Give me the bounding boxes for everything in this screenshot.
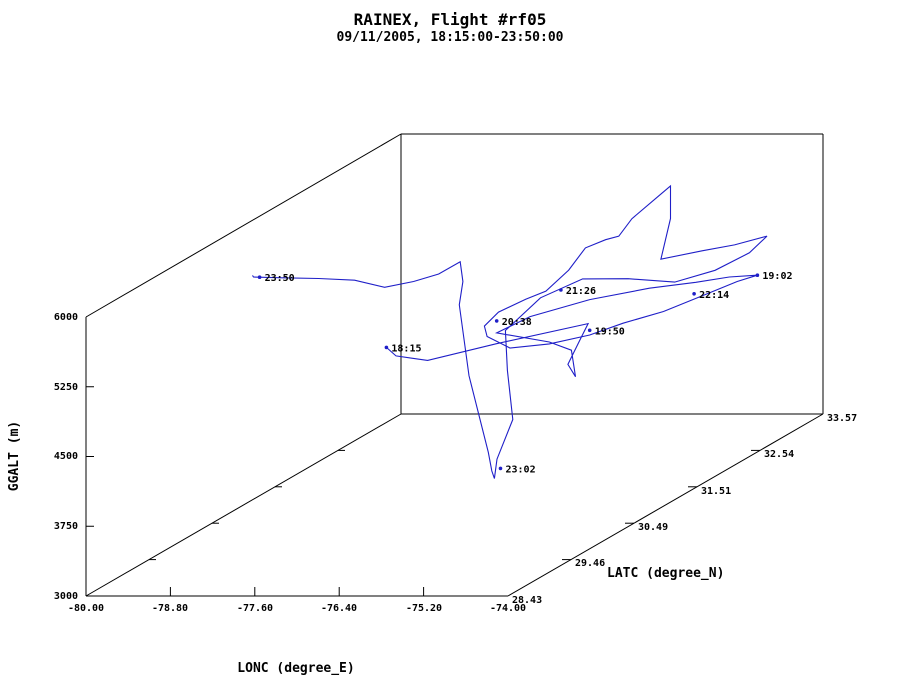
x-tick-label: -77.60	[237, 603, 273, 614]
floor-back-edge	[85, 413, 402, 597]
chart-title: RAINEX, Flight #rf05	[354, 10, 547, 29]
time-markers: 18:15 19:02 19:50 20:38 21:26 22:14 23:02 23:50	[257, 271, 793, 475]
time-marker-point	[692, 292, 696, 296]
z-tick-label: 28.43	[512, 595, 542, 606]
chart-subtitle: 09/11/2005, 18:15:00-23:50:00	[337, 30, 564, 45]
z-axis-ticks: 28.43 29.46 30.49 31.51 32.54 33.57	[512, 413, 857, 606]
time-marker-label: 19:02	[762, 271, 792, 282]
x-tick-label: -75.20	[406, 603, 442, 614]
axes-box	[85, 133, 824, 597]
z-tick-label: 29.46	[575, 558, 605, 569]
time-marker-point	[257, 275, 262, 280]
time-marker-point	[559, 288, 563, 292]
time-marker-label: 20:38	[502, 317, 532, 328]
time-marker-point	[384, 345, 389, 350]
y-tick-label: 5250	[54, 382, 78, 393]
time-marker-label: 23:50	[265, 273, 295, 284]
x-tick-label: -74.00	[490, 603, 526, 614]
x-tick-label: -80.00	[68, 603, 104, 614]
z-tick-label: 33.57	[827, 413, 857, 424]
time-marker-point	[587, 328, 592, 333]
time-marker-label: 18:15	[391, 343, 421, 354]
y-tick-label: 4500	[54, 451, 78, 462]
left-top-edge	[85, 133, 402, 318]
x-axis-title: LONC (degree_E)	[237, 661, 354, 676]
time-marker-point	[494, 319, 499, 323]
y-tick-label: 3000	[54, 591, 78, 602]
x-axis-ticks: -80.00 -78.80 -77.60 -76.40 -75.20 -74.0…	[68, 603, 526, 614]
y-axis-title: GGALT (m)	[7, 421, 22, 491]
x-tick-label: -78.80	[152, 603, 188, 614]
time-marker-label: 21:26	[566, 286, 596, 297]
x-tick-label: -76.40	[321, 603, 357, 614]
z-tick-label: 30.49	[638, 522, 668, 533]
z-axis-line	[507, 413, 824, 597]
time-marker-label: 19:50	[595, 326, 625, 337]
z-tick-label: 31.51	[701, 486, 731, 497]
z-tick-label: 32.54	[764, 449, 794, 460]
time-marker-label: 23:02	[506, 464, 536, 475]
y-tick-label: 3750	[54, 521, 78, 532]
time-marker-point	[755, 273, 760, 278]
y-tick-label: 6000	[54, 312, 78, 323]
time-marker-label: 22:14	[699, 290, 729, 301]
y-axis-ticks: 3000 3750 4500 5250 6000	[54, 312, 78, 602]
flight-track-line	[252, 184, 768, 479]
z-axis-title: LATC (degree_N)	[607, 566, 724, 581]
time-marker-point	[498, 466, 503, 471]
tick-marks	[86, 386, 760, 596]
